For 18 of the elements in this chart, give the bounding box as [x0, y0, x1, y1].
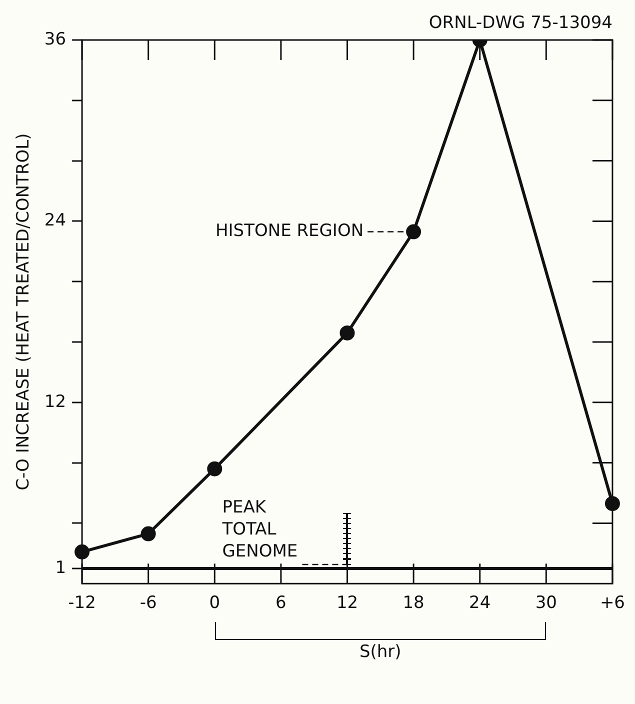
text: ORNL-DWG 75-13094: [428, 12, 612, 33]
y-tick-label: 12: [44, 392, 66, 412]
x-tick-label: 18: [402, 593, 424, 614]
y-tick-label: 1: [55, 558, 66, 578]
y-tick-label: 36: [44, 29, 66, 50]
x-tick-label: 30: [535, 593, 557, 614]
x-tick-label: 24: [469, 593, 491, 614]
y-tick-label: 24: [44, 210, 66, 231]
x-axis-title: S(hr): [358, 642, 402, 662]
annotation: PEAK TOTAL GENOME: [221, 498, 298, 562]
x-tick-label: 6: [276, 593, 286, 614]
x-tick-label: 12: [336, 593, 358, 614]
x-tick-label: -6: [140, 593, 157, 614]
y-axis-title: C-O INCREASE (HEAT TREATED/CONTROL): [14, 133, 34, 490]
x-tick-label: -12: [68, 593, 96, 614]
annotation: HISTONE REGION: [215, 221, 364, 242]
x-tick-label: +6: [600, 593, 625, 614]
x-tick-label: 0: [209, 593, 220, 614]
